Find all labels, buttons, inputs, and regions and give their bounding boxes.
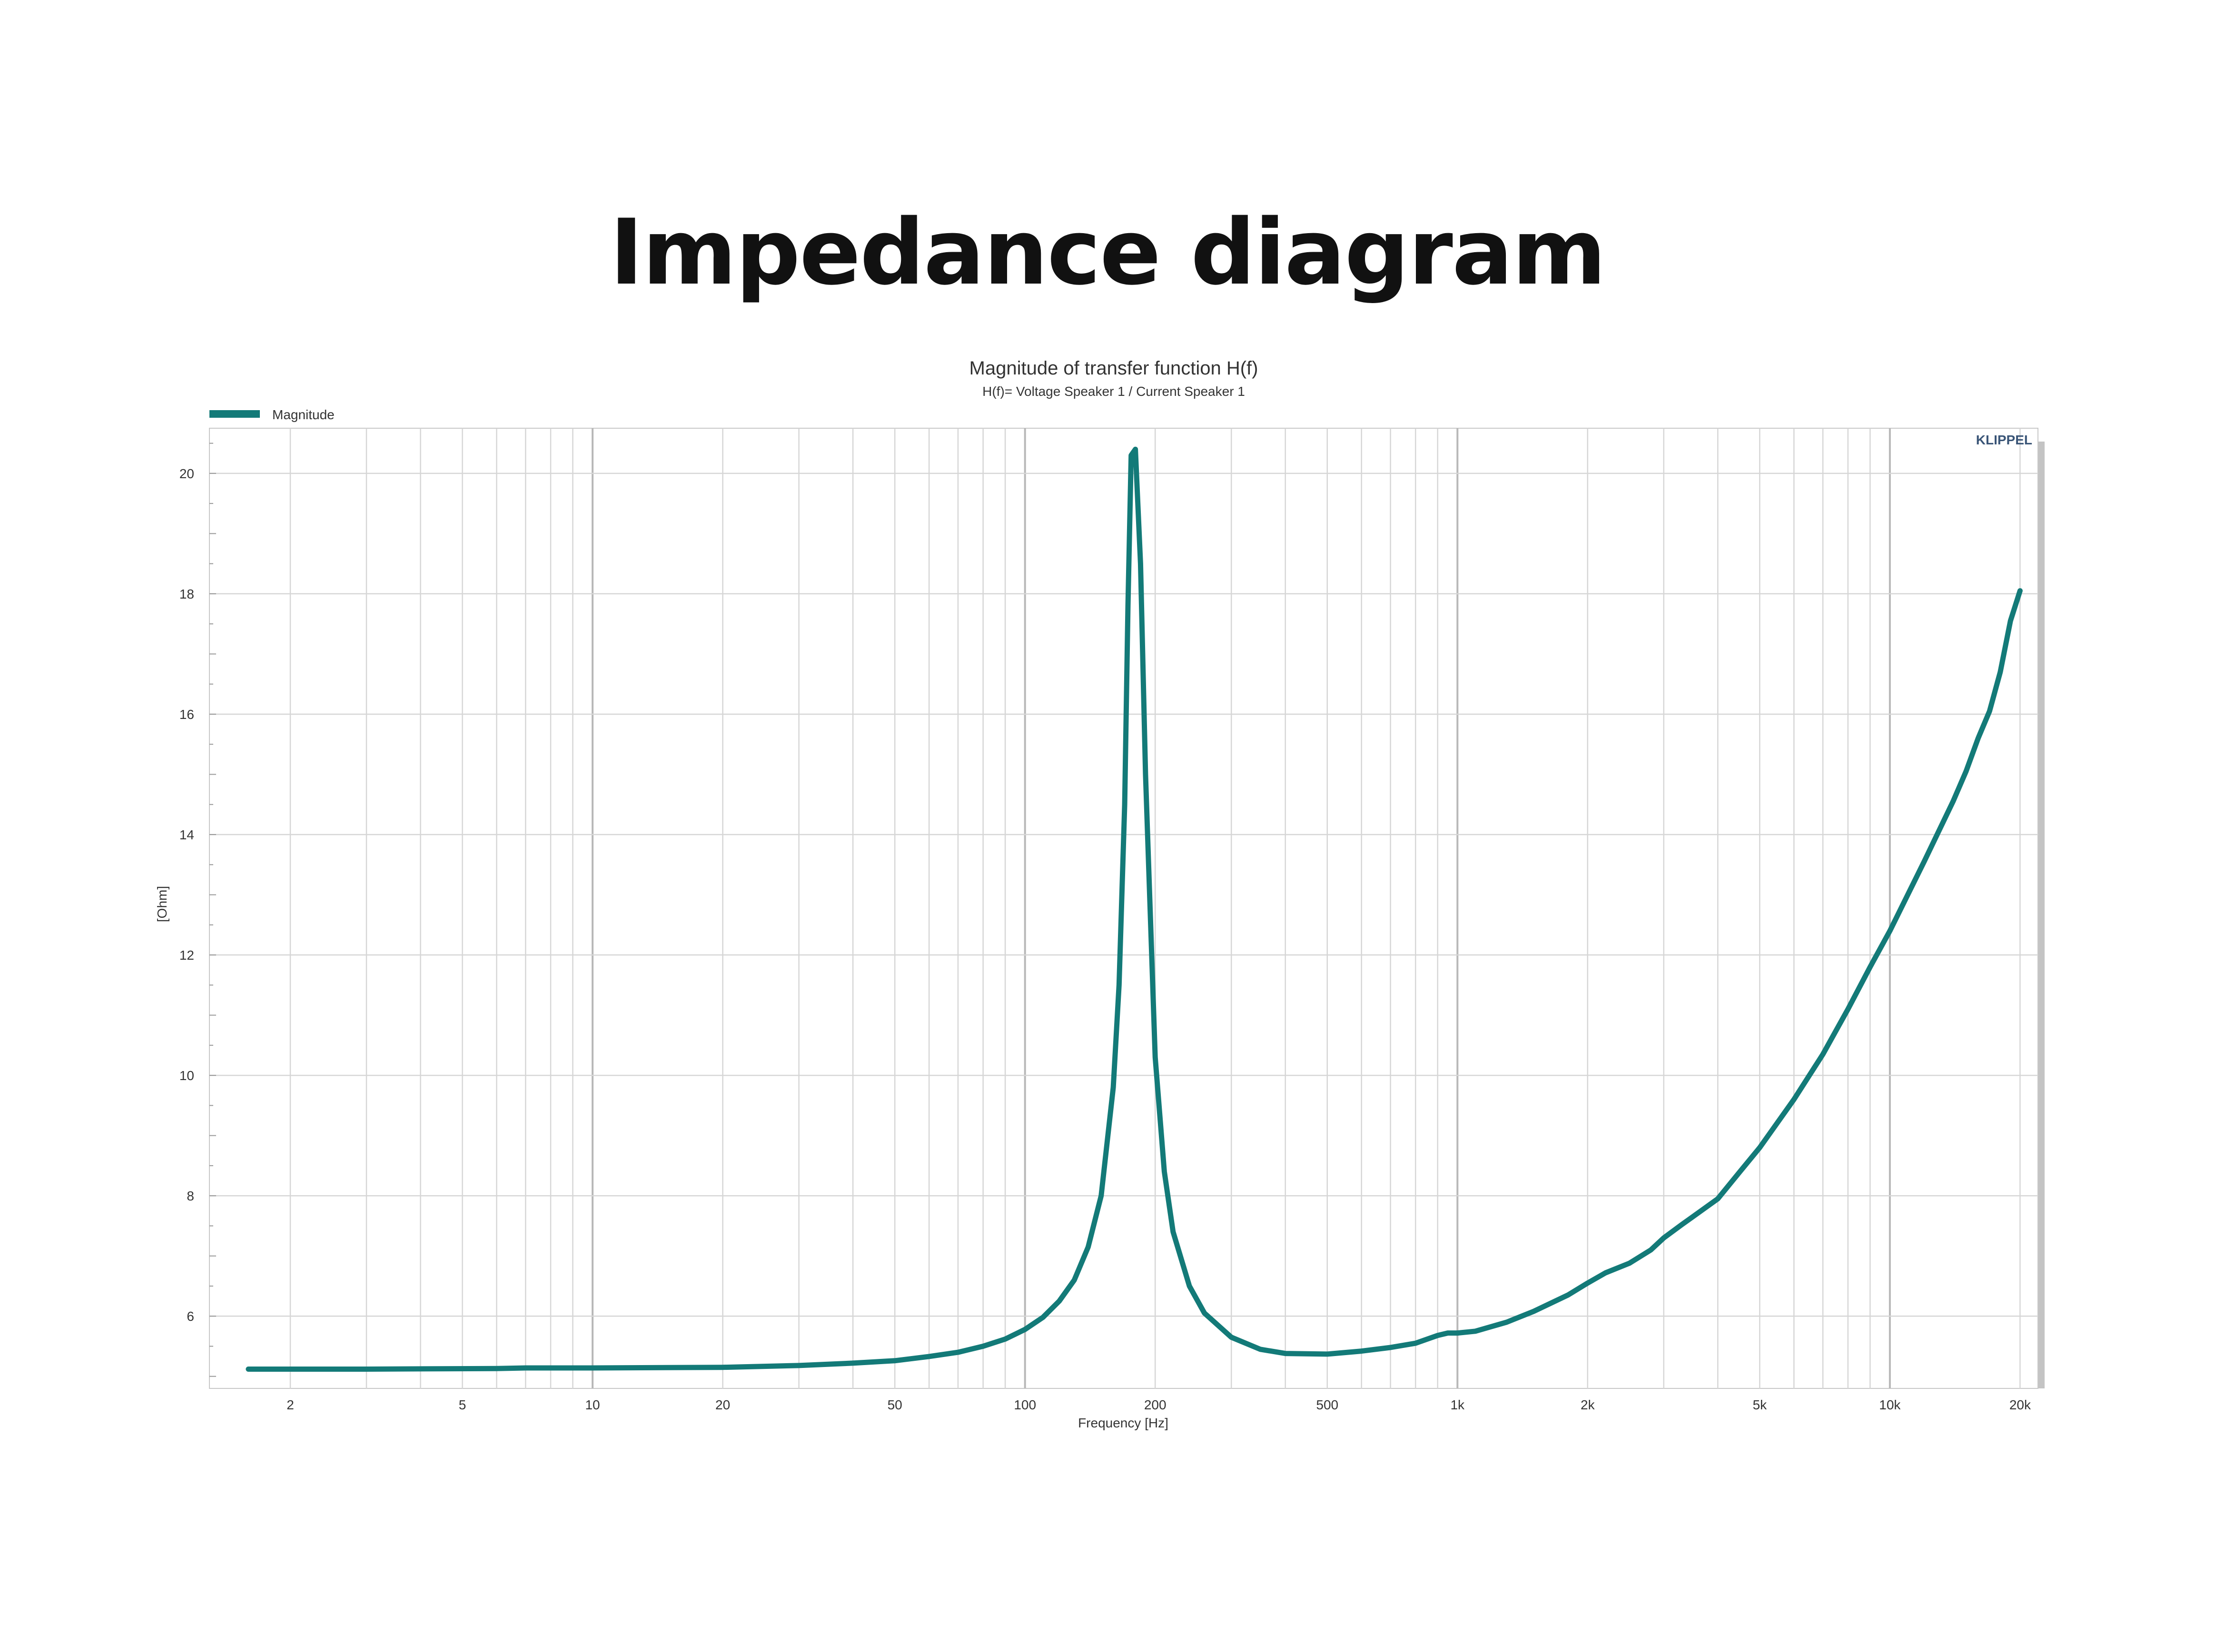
y-tick-labels: 6 8 10 12 14 16 18 20	[179, 466, 194, 1324]
x-tick-label: 5	[459, 1397, 466, 1412]
chart-title: Magnitude of transfer function H(f)	[969, 358, 1258, 379]
x-tick-label: 10k	[1879, 1397, 1901, 1412]
x-tick-label: 20k	[2009, 1397, 2031, 1412]
y-tick-label: 20	[179, 466, 194, 481]
x-tick-label: 2	[287, 1397, 294, 1412]
y-tick-label: 12	[179, 948, 194, 963]
x-tick-label: 1k	[1450, 1397, 1465, 1412]
x-tick-label: 10	[585, 1397, 600, 1412]
brand-label: KLIPPEL	[1976, 433, 2032, 447]
x-tick-label: 200	[1144, 1397, 1167, 1412]
chart-subtitle: H(f)= Voltage Speaker 1 / Current Speake…	[982, 384, 1245, 399]
y-tick-label: 14	[179, 827, 194, 842]
y-tick-label: 6	[187, 1309, 194, 1324]
x-tick-label: 5k	[1753, 1397, 1768, 1412]
y-tick-label: 10	[179, 1068, 194, 1083]
x-axis-label: Frequency [Hz]	[1078, 1416, 1168, 1430]
x-tick-label: 20	[715, 1397, 730, 1412]
series-line-magnitude	[246, 446, 2023, 1372]
x-tick-label: 2k	[1581, 1397, 1595, 1412]
legend-label: Magnitude	[272, 407, 335, 422]
y-tick-label: 16	[179, 707, 194, 722]
y-tick-label: 8	[187, 1189, 194, 1203]
grid	[209, 428, 2038, 1388]
x-tick-label: 50	[888, 1397, 902, 1412]
legend: Magnitude	[209, 407, 335, 422]
legend-swatch	[209, 410, 260, 418]
x-tick-label: 100	[1014, 1397, 1036, 1412]
y-tick-label: 18	[179, 587, 194, 601]
y-axis-label: [Ohm]	[155, 886, 169, 922]
x-tick-label: 500	[1316, 1397, 1338, 1412]
x-tick-labels: 2 5 10 20 50 100 200 500 1k 2k 5k 10k 20k	[287, 1397, 2031, 1412]
page-title: Impedance diagram	[610, 200, 1606, 305]
